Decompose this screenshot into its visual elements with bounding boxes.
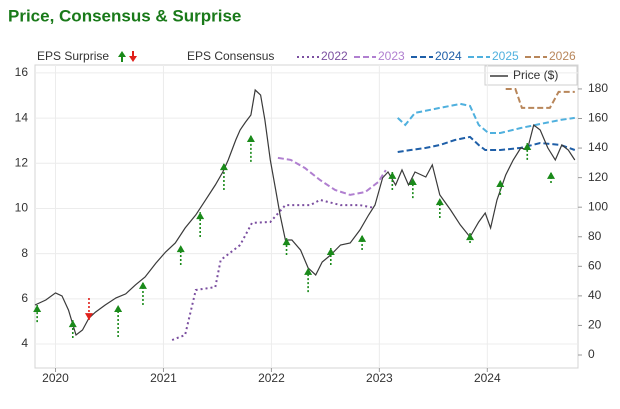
consensus-line bbox=[277, 156, 387, 196]
chart-title: Price, Consensus & Surprise bbox=[8, 6, 241, 25]
surprise-arrow bbox=[68, 320, 77, 328]
y2-tick-label: 100 bbox=[588, 199, 608, 213]
plot-area bbox=[34, 64, 579, 369]
y2-tick-label: 40 bbox=[588, 288, 602, 302]
y-tick-label: 14 bbox=[15, 110, 29, 124]
y-tick-label: 4 bbox=[21, 336, 28, 350]
x-tick-label: 2024 bbox=[474, 371, 501, 385]
y2-tick-label: 140 bbox=[588, 140, 608, 154]
y2-tick-label: 80 bbox=[588, 229, 602, 243]
y2-tick-label: 60 bbox=[588, 258, 602, 272]
legend-label: 2025 bbox=[492, 49, 519, 63]
y-tick-label: 6 bbox=[21, 291, 28, 305]
surprise-arrow bbox=[388, 171, 397, 179]
x-tick-label: 2021 bbox=[150, 371, 177, 385]
x-tick-label: 2020 bbox=[42, 371, 69, 385]
surprise-arrow bbox=[282, 238, 291, 246]
consensus-line bbox=[397, 135, 576, 153]
legend-label: 2026 bbox=[549, 49, 576, 63]
y2-tick-label: 180 bbox=[588, 81, 608, 95]
y-tick-label: 16 bbox=[15, 65, 29, 79]
consensus-line bbox=[397, 102, 575, 134]
x-tick-label: 2023 bbox=[366, 371, 393, 385]
consensus-line bbox=[171, 198, 376, 341]
surprise-arrow bbox=[523, 142, 532, 150]
y2-tick-label: 0 bbox=[588, 347, 595, 361]
y-tick-label: 10 bbox=[15, 201, 29, 215]
surprise-arrow bbox=[219, 163, 228, 171]
legend-label: 2022 bbox=[321, 49, 348, 63]
surprise-arrow bbox=[246, 135, 255, 143]
surprise-arrow bbox=[84, 313, 93, 321]
y-tick-label: 8 bbox=[21, 246, 28, 260]
price-line bbox=[34, 88, 576, 337]
surprise-arrow bbox=[408, 177, 417, 185]
legend-up-arrow bbox=[118, 51, 126, 62]
surprise-arrow bbox=[496, 180, 505, 188]
y2-tick-label: 160 bbox=[588, 111, 608, 125]
legend-down-arrow bbox=[129, 51, 137, 62]
legend-label: EPS Consensus bbox=[187, 49, 274, 63]
surprise-arrow bbox=[114, 304, 123, 312]
legend-label: EPS Surprise bbox=[37, 49, 109, 63]
legend-label: 2024 bbox=[435, 49, 462, 63]
surprise-arrow bbox=[138, 281, 147, 289]
price-legend-box bbox=[484, 65, 578, 86]
x-tick-label: 2022 bbox=[258, 371, 285, 385]
surprise-arrow bbox=[326, 248, 335, 256]
surprise-arrow bbox=[33, 304, 42, 312]
surprise-arrow bbox=[358, 234, 367, 242]
surprise-arrow bbox=[196, 212, 205, 220]
legend-label: 2023 bbox=[378, 49, 405, 63]
legend-label: Price ($) bbox=[513, 68, 558, 82]
y2-tick-label: 120 bbox=[588, 170, 608, 184]
surprise-arrow bbox=[435, 198, 444, 206]
surprise-arrow bbox=[547, 171, 556, 179]
surprise-arrow bbox=[176, 245, 185, 253]
surprise-arrow bbox=[466, 233, 475, 241]
surprise-arrow bbox=[304, 267, 313, 275]
y2-tick-label: 20 bbox=[588, 318, 602, 332]
y-tick-label: 12 bbox=[15, 155, 29, 169]
